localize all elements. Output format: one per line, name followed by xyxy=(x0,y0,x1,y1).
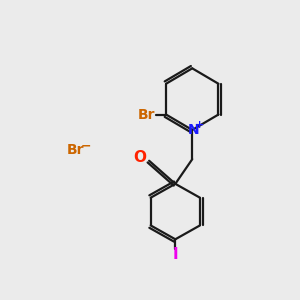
Text: +: + xyxy=(195,119,205,130)
Text: O: O xyxy=(134,150,146,165)
Text: N: N xyxy=(188,123,200,137)
Text: −: − xyxy=(81,140,91,153)
Text: I: I xyxy=(172,247,178,262)
Text: Br: Br xyxy=(137,107,155,122)
Text: Br: Br xyxy=(67,143,84,157)
